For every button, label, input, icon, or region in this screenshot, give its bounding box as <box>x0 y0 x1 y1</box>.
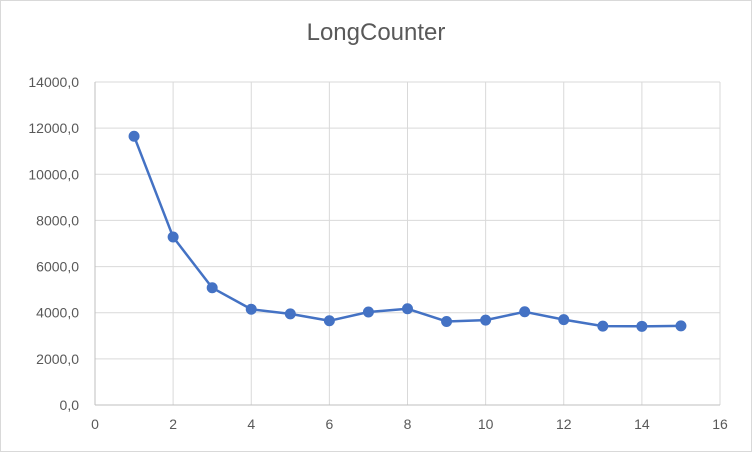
x-tick-label: 16 <box>712 416 728 432</box>
axes <box>94 82 720 406</box>
series-layer <box>128 130 687 332</box>
x-tick-label: 10 <box>478 416 494 432</box>
data-point <box>362 306 374 318</box>
data-point <box>128 130 140 142</box>
data-point <box>284 308 296 320</box>
y-tick-label: 0,0 <box>60 397 80 413</box>
y-tick-label: 12000,0 <box>28 120 79 136</box>
data-point <box>402 303 413 315</box>
data-point <box>597 320 609 332</box>
x-tick-label: 6 <box>325 416 333 432</box>
x-tick-label: 14 <box>634 416 650 432</box>
y-tick-label: 4000,0 <box>36 305 79 321</box>
y-tick-label: 14000,0 <box>28 74 79 90</box>
data-point <box>323 315 335 327</box>
x-tick-label: 0 <box>91 416 99 432</box>
y-tick-label: 10000,0 <box>28 166 79 182</box>
x-tick-label: 12 <box>556 416 572 432</box>
data-point <box>480 314 492 326</box>
data-point <box>675 320 687 332</box>
data-point <box>245 303 257 315</box>
chart-title: LongCounter <box>306 19 446 46</box>
data-point <box>206 282 218 294</box>
y-tick-label: 6000,0 <box>36 259 79 275</box>
data-point <box>558 314 570 326</box>
data-point <box>636 320 648 332</box>
x-tick-label: 8 <box>404 416 412 432</box>
y-tick-label: 2000,0 <box>36 351 79 367</box>
x-tick-label: 2 <box>169 416 177 432</box>
x-tick-label: 4 <box>247 416 255 432</box>
data-point <box>519 306 531 318</box>
y-tick-label: 8000,0 <box>36 212 79 228</box>
data-point <box>167 231 179 243</box>
data-point <box>441 315 453 327</box>
gridlines <box>95 81 721 405</box>
tick-labels: 0 2 4 6 8 10 12 14 16 0,0 2000,0 4000,0 6000,0 8000,0… <box>28 74 728 432</box>
